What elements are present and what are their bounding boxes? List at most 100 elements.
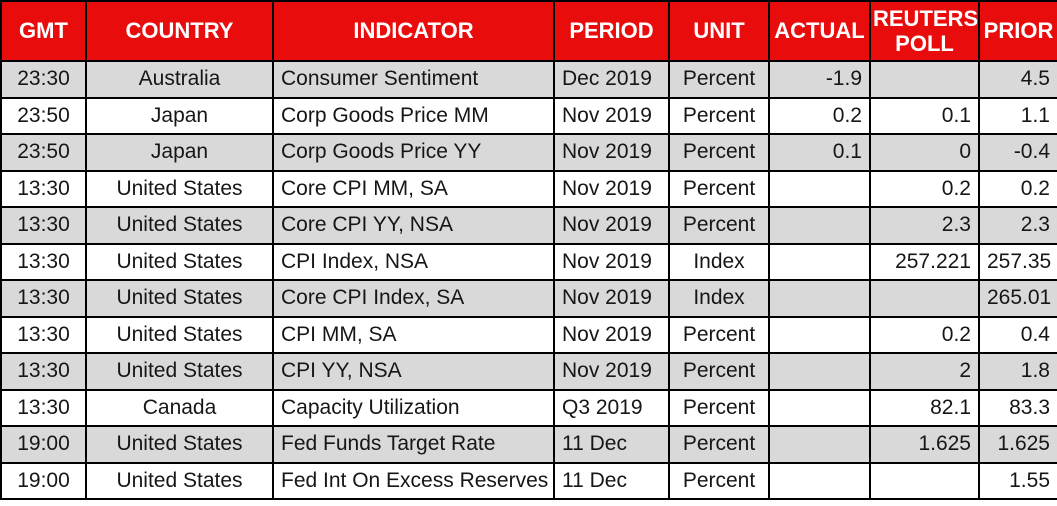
cell-country: United States <box>85 206 274 245</box>
cell-prior: 0.4 <box>978 315 1057 354</box>
table-row: 13:30 United States CPI Index, NSA Nov 2019… <box>0 242 1057 281</box>
header-cell-prior: PRIOR <box>978 0 1057 62</box>
cell-unit: Index <box>668 242 770 281</box>
cell-country: Japan <box>85 96 274 135</box>
table-row: 23:50 Japan Corp Goods Price YY Nov 2019 Per… <box>0 133 1057 172</box>
header-cell-country: COUNTRY <box>85 0 274 62</box>
cell-period: Q3 2019 <box>553 388 670 427</box>
cell-actual: -1.9 <box>768 60 871 99</box>
cell-reuters_poll: 82.1 <box>869 388 980 427</box>
cell-reuters_poll <box>869 60 980 99</box>
cell-actual <box>768 425 871 464</box>
table-row: 19:00 United States Fed Funds Target Rate 1… <box>0 425 1057 464</box>
cell-actual <box>768 388 871 427</box>
cell-indicator: Corp Goods Price YY <box>272 133 555 172</box>
cell-actual <box>768 242 871 281</box>
cell-unit: Percent <box>668 425 770 464</box>
cell-prior: 257.35 <box>978 242 1057 281</box>
table-row: 23:30 Australia Consumer Sentiment Dec 2019… <box>0 60 1057 99</box>
cell-indicator: Consumer Sentiment <box>272 60 555 99</box>
table-row: 13:30 United States CPI YY, NSA Nov 2019 Per… <box>0 352 1057 391</box>
cell-period: Nov 2019 <box>553 352 670 391</box>
cell-indicator: Fed Funds Target Rate <box>272 425 555 464</box>
cell-gmt: 13:30 <box>0 206 87 245</box>
cell-reuters_poll: 257.221 <box>869 242 980 281</box>
cell-unit: Percent <box>668 352 770 391</box>
cell-prior: 83.3 <box>978 388 1057 427</box>
cell-prior: 1.8 <box>978 352 1057 391</box>
cell-prior: -0.4 <box>978 133 1057 172</box>
cell-actual <box>768 315 871 354</box>
cell-period: Nov 2019 <box>553 242 670 281</box>
cell-prior: 1.625 <box>978 425 1057 464</box>
cell-reuters_poll: 0.2 <box>869 169 980 208</box>
cell-gmt: 13:30 <box>0 388 87 427</box>
cell-reuters_poll <box>869 461 980 500</box>
cell-prior: 1.55 <box>978 461 1057 500</box>
cell-gmt: 13:30 <box>0 242 87 281</box>
cell-country: United States <box>85 425 274 464</box>
cell-gmt: 13:30 <box>0 352 87 391</box>
table-row: 19:00 United States Fed Int On Excess Rese… <box>0 461 1057 500</box>
cell-unit: Percent <box>668 461 770 500</box>
cell-prior: 1.1 <box>978 96 1057 135</box>
cell-reuters_poll: 2 <box>869 352 980 391</box>
cell-gmt: 13:30 <box>0 279 87 318</box>
cell-reuters_poll: 0.2 <box>869 315 980 354</box>
cell-country: United States <box>85 242 274 281</box>
cell-prior: 0.2 <box>978 169 1057 208</box>
cell-actual: 0.1 <box>768 133 871 172</box>
cell-indicator: Corp Goods Price MM <box>272 96 555 135</box>
cell-gmt: 23:50 <box>0 133 87 172</box>
cell-gmt: 13:30 <box>0 169 87 208</box>
cell-country: United States <box>85 169 274 208</box>
cell-reuters_poll: 0.1 <box>869 96 980 135</box>
table-row: 13:30 Canada Capacity Utilization Q3 2019 Pe… <box>0 388 1057 427</box>
table-row: 13:30 United States Core CPI Index, SA Nov … <box>0 279 1057 318</box>
cell-unit: Percent <box>668 206 770 245</box>
cell-period: Nov 2019 <box>553 133 670 172</box>
table-body: 23:30 Australia Consumer Sentiment Dec 2019… <box>0 60 1057 500</box>
table-header: GMT COUNTRY INDICATOR PERIOD UNIT ACTUAL REUTE… <box>0 0 1057 62</box>
cell-period: Nov 2019 <box>553 315 670 354</box>
cell-unit: Percent <box>668 315 770 354</box>
cell-reuters_poll <box>869 279 980 318</box>
cell-indicator: Fed Int On Excess Reserves <box>272 461 555 500</box>
cell-reuters_poll: 0 <box>869 133 980 172</box>
cell-gmt: 19:00 <box>0 425 87 464</box>
cell-reuters_poll: 1.625 <box>869 425 980 464</box>
header-cell-period: PERIOD <box>553 0 670 62</box>
cell-unit: Percent <box>668 96 770 135</box>
cell-country: United States <box>85 315 274 354</box>
cell-actual <box>768 206 871 245</box>
cell-prior: 265.01 <box>978 279 1057 318</box>
cell-indicator: Core CPI YY, NSA <box>272 206 555 245</box>
cell-indicator: CPI MM, SA <box>272 315 555 354</box>
cell-actual <box>768 169 871 208</box>
cell-actual <box>768 461 871 500</box>
table-row: 13:30 United States Core CPI YY, NSA Nov 20… <box>0 206 1057 245</box>
cell-gmt: 23:30 <box>0 60 87 99</box>
cell-country: United States <box>85 461 274 500</box>
cell-period: 11 Dec <box>553 461 670 500</box>
header-cell-actual: ACTUAL <box>768 0 871 62</box>
table-row: 23:50 Japan Corp Goods Price MM Nov 2019 Per… <box>0 96 1057 135</box>
table-row: 13:30 United States Core CPI MM, SA Nov 201… <box>0 169 1057 208</box>
cell-indicator: Core CPI MM, SA <box>272 169 555 208</box>
cell-indicator: CPI YY, NSA <box>272 352 555 391</box>
cell-unit: Index <box>668 279 770 318</box>
cell-country: Australia <box>85 60 274 99</box>
cell-reuters_poll: 2.3 <box>869 206 980 245</box>
cell-actual <box>768 279 871 318</box>
cell-prior: 2.3 <box>978 206 1057 245</box>
header-cell-reuters_poll: REUTERS POLL <box>869 0 980 62</box>
cell-period: Dec 2019 <box>553 60 670 99</box>
header-cell-unit: UNIT <box>668 0 770 62</box>
cell-period: Nov 2019 <box>553 279 670 318</box>
cell-period: Nov 2019 <box>553 206 670 245</box>
cell-actual: 0.2 <box>768 96 871 135</box>
cell-country: United States <box>85 352 274 391</box>
cell-unit: Percent <box>668 388 770 427</box>
